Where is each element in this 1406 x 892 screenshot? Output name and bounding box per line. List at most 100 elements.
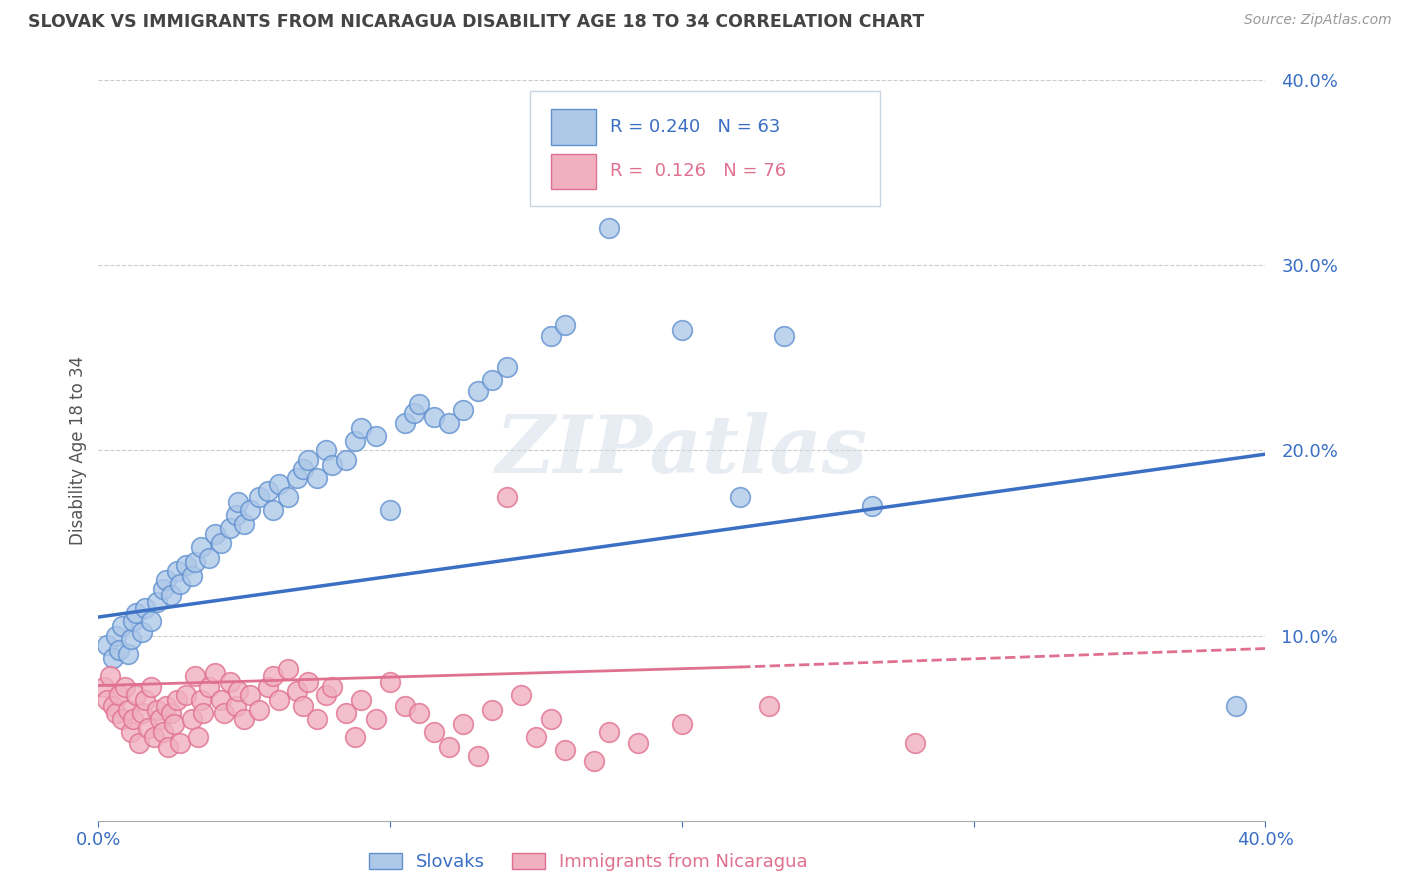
Point [350, 421, 373, 435]
Point [423, 410, 446, 425]
Point [540, 328, 562, 343]
Point [233, 517, 256, 532]
Point [139, 681, 162, 695]
Point [134, 600, 156, 615]
Point [1225, 698, 1247, 713]
Point [114, 681, 136, 695]
Point [218, 521, 240, 535]
Point [204, 665, 226, 680]
Point [98, 669, 121, 683]
Point [122, 614, 145, 628]
Point [481, 703, 503, 717]
Point [262, 669, 284, 683]
Point [183, 554, 205, 569]
Point [285, 684, 308, 698]
Point [495, 360, 517, 375]
Point [183, 669, 205, 683]
Point [307, 712, 329, 726]
Text: ZIPatlas: ZIPatlas [496, 412, 868, 489]
Point [225, 698, 247, 713]
Point [125, 607, 148, 621]
Y-axis label: Disability Age 18 to 34: Disability Age 18 to 34 [69, 356, 87, 545]
Point [583, 755, 606, 769]
Point [860, 499, 883, 513]
Point [198, 681, 221, 695]
Point [335, 452, 357, 467]
Point [598, 221, 620, 235]
Point [904, 736, 927, 750]
Point [101, 698, 124, 713]
Point [193, 706, 215, 721]
Point [190, 693, 212, 707]
Point [152, 582, 174, 597]
Point [402, 407, 425, 421]
Point [408, 706, 430, 721]
Point [155, 698, 177, 713]
Point [180, 569, 202, 583]
Point [256, 681, 278, 695]
Point [108, 643, 131, 657]
Point [134, 693, 156, 707]
Point [269, 693, 291, 707]
Point [190, 540, 212, 554]
Point [291, 462, 314, 476]
Point [728, 490, 751, 504]
Point [225, 508, 247, 523]
Point [247, 490, 270, 504]
Point [163, 717, 186, 731]
Point [209, 536, 232, 550]
Point [451, 402, 474, 417]
Point [125, 688, 148, 702]
Point [437, 416, 460, 430]
Point [160, 706, 183, 721]
Point [111, 619, 134, 633]
Point [169, 736, 191, 750]
Point [627, 736, 650, 750]
Point [209, 693, 232, 707]
Point [122, 712, 145, 726]
Point [315, 688, 337, 702]
Point [128, 736, 150, 750]
Point [117, 703, 139, 717]
Point [152, 724, 174, 739]
Point [93, 681, 115, 695]
Point [671, 717, 693, 731]
FancyBboxPatch shape [551, 153, 596, 189]
Point [228, 495, 250, 509]
Point [239, 502, 262, 516]
Point [131, 706, 153, 721]
Point [166, 693, 188, 707]
Point [671, 323, 693, 337]
Point [101, 650, 124, 665]
Point [394, 416, 416, 430]
Point [315, 443, 337, 458]
Point [247, 703, 270, 717]
Point [155, 573, 177, 587]
Point [408, 397, 430, 411]
Text: Source: ZipAtlas.com: Source: ZipAtlas.com [1244, 13, 1392, 28]
Point [104, 628, 127, 642]
Point [228, 684, 250, 698]
Point [256, 484, 278, 499]
Point [136, 721, 159, 735]
Point [212, 706, 235, 721]
Text: R = 0.240   N = 63: R = 0.240 N = 63 [610, 118, 780, 136]
Point [378, 674, 402, 689]
Point [149, 712, 172, 726]
Point [111, 712, 134, 726]
Point [773, 328, 796, 343]
Point [378, 502, 402, 516]
Point [364, 428, 387, 442]
Point [321, 458, 343, 473]
Point [467, 748, 489, 763]
Point [139, 614, 162, 628]
Point [269, 476, 291, 491]
Point [423, 724, 446, 739]
Point [554, 318, 576, 332]
Point [437, 739, 460, 754]
Point [350, 693, 373, 707]
Point [239, 688, 262, 702]
Point [146, 595, 169, 609]
Point [131, 624, 153, 639]
Point [169, 576, 191, 591]
